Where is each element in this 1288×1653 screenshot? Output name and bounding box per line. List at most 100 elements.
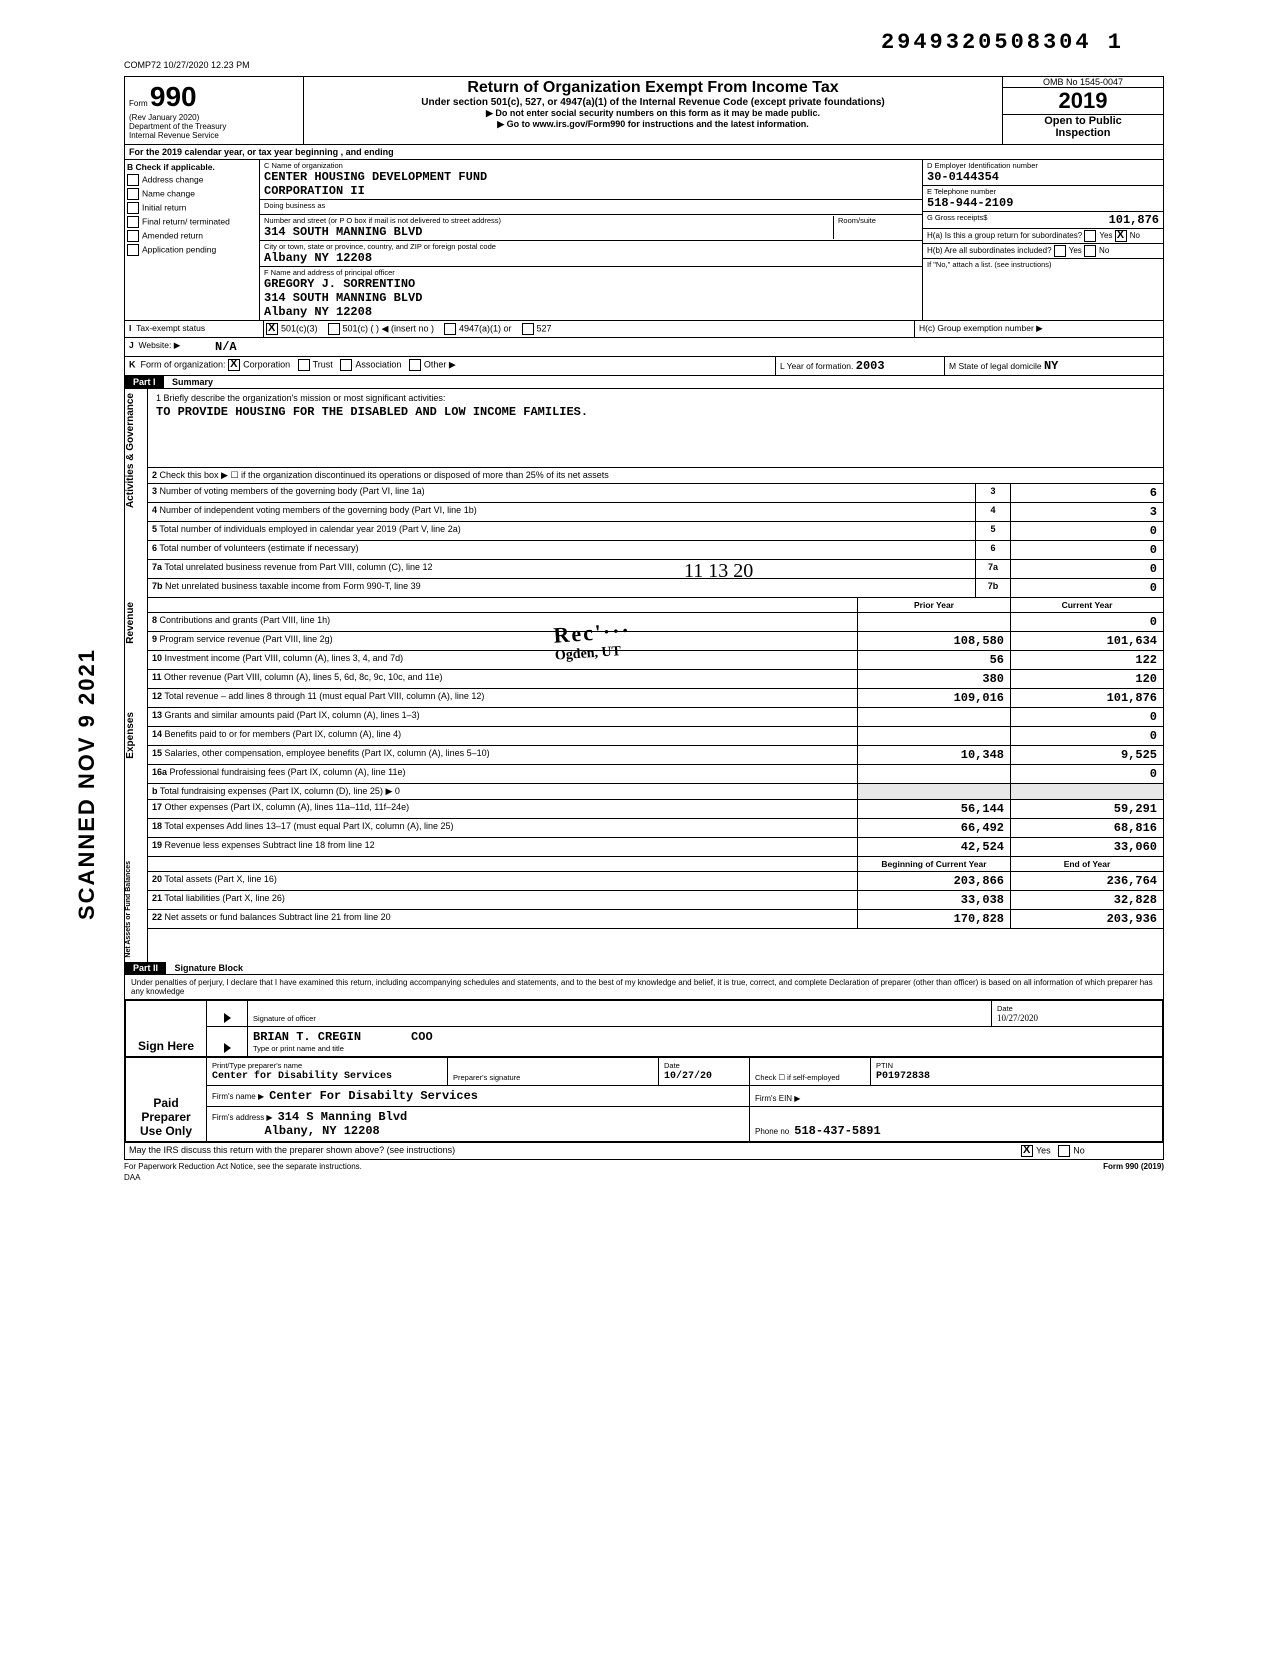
line-box: 4 [975,503,1010,521]
line-value: 6 [1010,484,1163,502]
gov-line-4: 4 Number of independent voting members o… [148,503,1163,522]
form-number: 990 [150,81,197,113]
current-year-val: 59,291 [1010,800,1163,818]
arrow-icon-2 [224,1043,231,1053]
ha-yes-box[interactable] [1084,230,1096,242]
self-emp-check: Check ☐ if self-employed [750,1057,871,1085]
part-ii-title: Signature Block [175,963,244,973]
line-value: 3 [1010,503,1163,521]
chk-final-return[interactable] [127,216,139,228]
chk-501c[interactable] [328,323,340,335]
hb-label: H(b) Are all subordinates included? [927,246,1052,255]
current-year-val: 203,936 [1010,910,1163,928]
gov-line-3: 3 Number of voting members of the govern… [148,484,1163,503]
hb-yes-box[interactable] [1054,245,1066,257]
current-year-val: 0 [1010,613,1163,631]
ha-no-box[interactable] [1115,230,1127,242]
chk-amended-return[interactable] [127,230,139,242]
discuss-no-box[interactable] [1058,1145,1070,1157]
scanned-stamp: SCANNED NOV 9 2021 [74,648,100,920]
hb-no-box[interactable] [1084,245,1096,257]
ein-value: 30-0144354 [927,170,1159,184]
exp-line-13: 13 Grants and similar amounts paid (Part… [148,708,1163,727]
ein-label: D Employer Identification number [927,161,1159,170]
prior-year-val [857,613,1010,631]
paid-prep-label: Paid Preparer Use Only [126,1057,207,1141]
current-year-val: 122 [1010,651,1163,669]
warn-ssn: ▶ Do not enter social security numbers o… [308,108,998,119]
chk-4947[interactable] [444,323,456,335]
j-label: Website: ▶ [138,340,180,350]
chk-other[interactable] [409,359,421,371]
l-label: L Year of formation. [780,361,853,371]
form-id-cell: Form 990 (Rev January 2020) Department o… [125,77,304,144]
chk-corporation[interactable] [228,359,240,371]
omb-number: OMB No 1545-0047 [1003,77,1163,87]
exp-line-18: 18 Total expenses Add lines 13–17 (must … [148,819,1163,838]
city-label: City or town, state or province, country… [264,242,918,251]
chk-527[interactable] [522,323,534,335]
chk-assoc[interactable] [340,359,352,371]
rev-line-12: 12 Total revenue – add lines 8 through 1… [148,689,1163,708]
gross-receipts: 101,876 [1109,213,1159,227]
current-year-val: 0 [1010,708,1163,726]
current-year-val: 101,634 [1010,632,1163,650]
tel-value: 518-944-2109 [927,196,1159,210]
hdr-prior-year: Prior Year [857,598,1010,612]
revenue-section: Revenue Prior Year Current Year 8 Contri… [125,598,1163,708]
opt-501c3: 501(c)(3) [281,323,318,333]
current-year-val: 0 [1010,765,1163,783]
prior-year-val: 42,524 [857,838,1010,856]
prior-year-val: 66,492 [857,819,1010,837]
ptin-value: P01972838 [876,1071,930,1082]
chk-application-pending[interactable] [127,244,139,256]
footer-left: For Paperwork Reduction Act Notice, see … [124,1162,362,1171]
opt-527: 527 [537,323,552,333]
website-value: N/A [213,338,1163,356]
discuss-question: May the IRS discuss this return with the… [125,1143,1019,1159]
arrow-icon [224,1013,231,1023]
ha-yes: Yes [1099,231,1112,240]
netassets-section: Net Assets or Fund Balances Beginning of… [125,857,1163,962]
prior-year-val: 203,866 [857,872,1010,890]
k-label: Form of organization: [141,359,226,369]
received-stamp: Rec'··· Ogden, UT [553,617,633,664]
gross-label: G Gross receipts$ [927,213,987,222]
firm-name-label: Firm's name ▶ [212,1092,264,1101]
prior-year-val: 109,016 [857,689,1010,707]
form-prefix: Form [129,99,148,108]
part-i-header: Part I Summary [125,376,1163,389]
firm-ein-label: Firm's EIN ▶ [755,1094,800,1103]
prior-year-val: 380 [857,670,1010,688]
sig-officer-label: Signature of officer [253,1014,986,1023]
document-locator-number: 2949320508304 1 [881,30,1124,55]
exp-line-17: 17 Other expenses (Part IX, column (A), … [148,800,1163,819]
chk-name-change[interactable] [127,188,139,200]
officer-addr2: Albany NY 12208 [264,305,372,319]
rev-line-11: 11 Other revenue (Part VIII, column (A),… [148,670,1163,689]
chk-address-change[interactable] [127,174,139,186]
na-line-22: 22 Net assets or fund balances Subtract … [148,910,1163,929]
opt-4947: 4947(a)(1) or [459,323,512,333]
chk-trust[interactable] [298,359,310,371]
prior-year-val: 56,144 [857,800,1010,818]
city-state-zip: Albany NY 12208 [264,251,372,265]
current-year-val: 236,764 [1010,872,1163,890]
line-box: 6 [975,541,1010,559]
rev-line-10: 10 Investment income (Part VIII, column … [148,651,1163,670]
b-label: Check if applicable. [136,162,215,172]
current-year-val: 0 [1010,727,1163,745]
chk-initial-return[interactable] [127,202,139,214]
phone-label: Phone no [755,1127,789,1136]
opt-assoc: Association [355,359,401,369]
line-value: 0 [1010,541,1163,559]
side-governance: Activities & Governance [125,389,136,512]
tax-year: 2019 [1003,87,1163,115]
hdr-end-year: End of Year [1010,857,1163,871]
chk-501c3[interactable] [266,323,278,335]
lbl-application-pending: Application pending [142,244,216,254]
lbl-amended-return: Amended return [142,230,203,240]
exp-line-14: 14 Benefits paid to or for members (Part… [148,727,1163,746]
discuss-yes-box[interactable] [1021,1145,1033,1157]
part-i-title: Summary [172,377,213,387]
